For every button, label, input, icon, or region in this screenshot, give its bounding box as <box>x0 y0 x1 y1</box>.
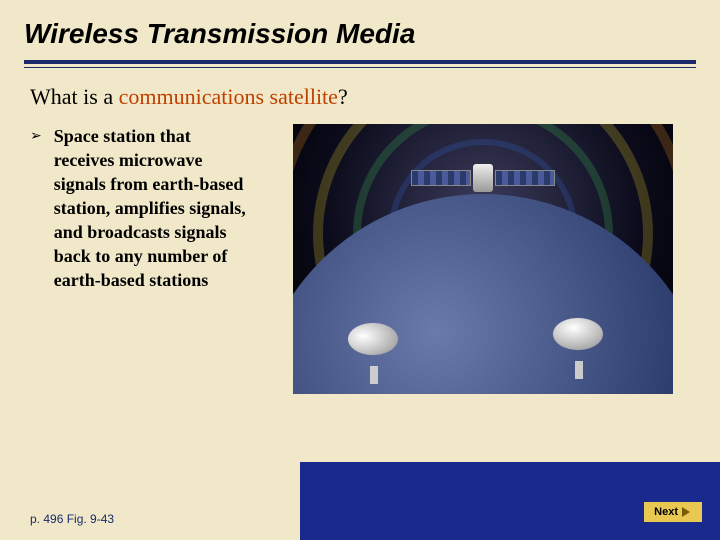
solar-panel-icon <box>411 170 471 186</box>
page-reference: p. 496 Fig. 9-43 <box>30 512 114 540</box>
solar-panel-icon <box>495 170 555 186</box>
next-button[interactable]: Next <box>644 502 702 522</box>
title-underline-thick <box>24 60 696 64</box>
arrow-right-icon <box>682 507 690 517</box>
bullet-marker-icon: ➢ <box>30 124 42 292</box>
bullet-item: ➢ Space station that receives microwave … <box>30 124 255 292</box>
question-heading: What is a communications satellite? <box>30 84 690 110</box>
satellite-icon <box>473 164 493 192</box>
question-prefix: What is a <box>30 84 119 109</box>
dish-antenna-icon <box>553 309 613 369</box>
bullet-text: Space station that receives microwave si… <box>54 124 255 292</box>
dish-antenna-icon <box>348 314 408 374</box>
slide-title: Wireless Transmission Media <box>24 18 696 50</box>
question-suffix: ? <box>338 84 348 109</box>
footer-bar: Next <box>300 462 720 540</box>
next-button-label: Next <box>654 506 678 518</box>
satellite-illustration <box>293 124 673 394</box>
title-underline-thin <box>24 67 696 68</box>
question-highlight: communications satellite <box>119 84 338 109</box>
